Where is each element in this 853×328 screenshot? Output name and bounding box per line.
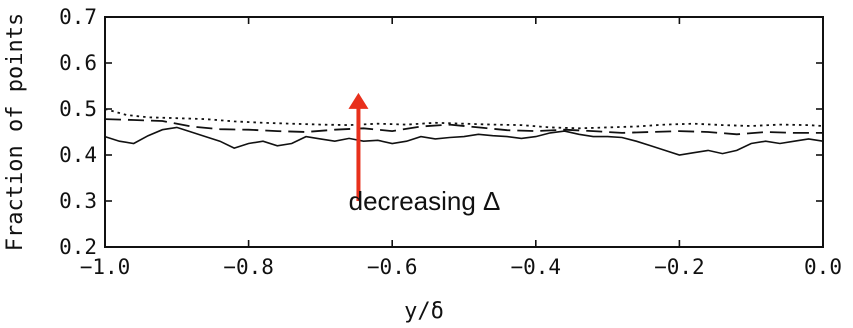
annotation: decreasing Δ [348,92,501,216]
y-ticks: 0.2 0.3 0.4 0.5 0.6 0.7 [59,5,823,259]
y-tick-label: 0.3 [59,189,97,213]
y-tick-label: 0.6 [59,51,97,75]
y-tick-label: 0.7 [59,5,97,29]
y-axis-title: Fraction of points [3,13,28,251]
x-tick-label: −1.0 [80,255,131,279]
series-solid-line [104,126,824,156]
y-tick-label: 0.4 [59,143,97,167]
y-tick-label: 0.5 [59,97,97,121]
series-lines [104,108,824,156]
annotation-arrow-head [348,92,369,109]
x-tick-label: −0.6 [367,255,418,279]
x-axis-title: y/δ [404,299,444,324]
y-tick-label: 0.2 [59,235,97,259]
series-dashed-line [104,118,823,136]
x-tick-label: −0.8 [223,255,274,279]
x-tick-label: 0.0 [804,255,842,279]
annotation-label: decreasing Δ [349,186,501,216]
x-ticks: −1.0 −0.8 −0.6 −0.4 −0.2 0.0 [80,17,842,279]
x-tick-label: −0.4 [511,255,562,279]
series-dotted-line [104,108,824,130]
x-tick-label: −0.2 [654,255,705,279]
